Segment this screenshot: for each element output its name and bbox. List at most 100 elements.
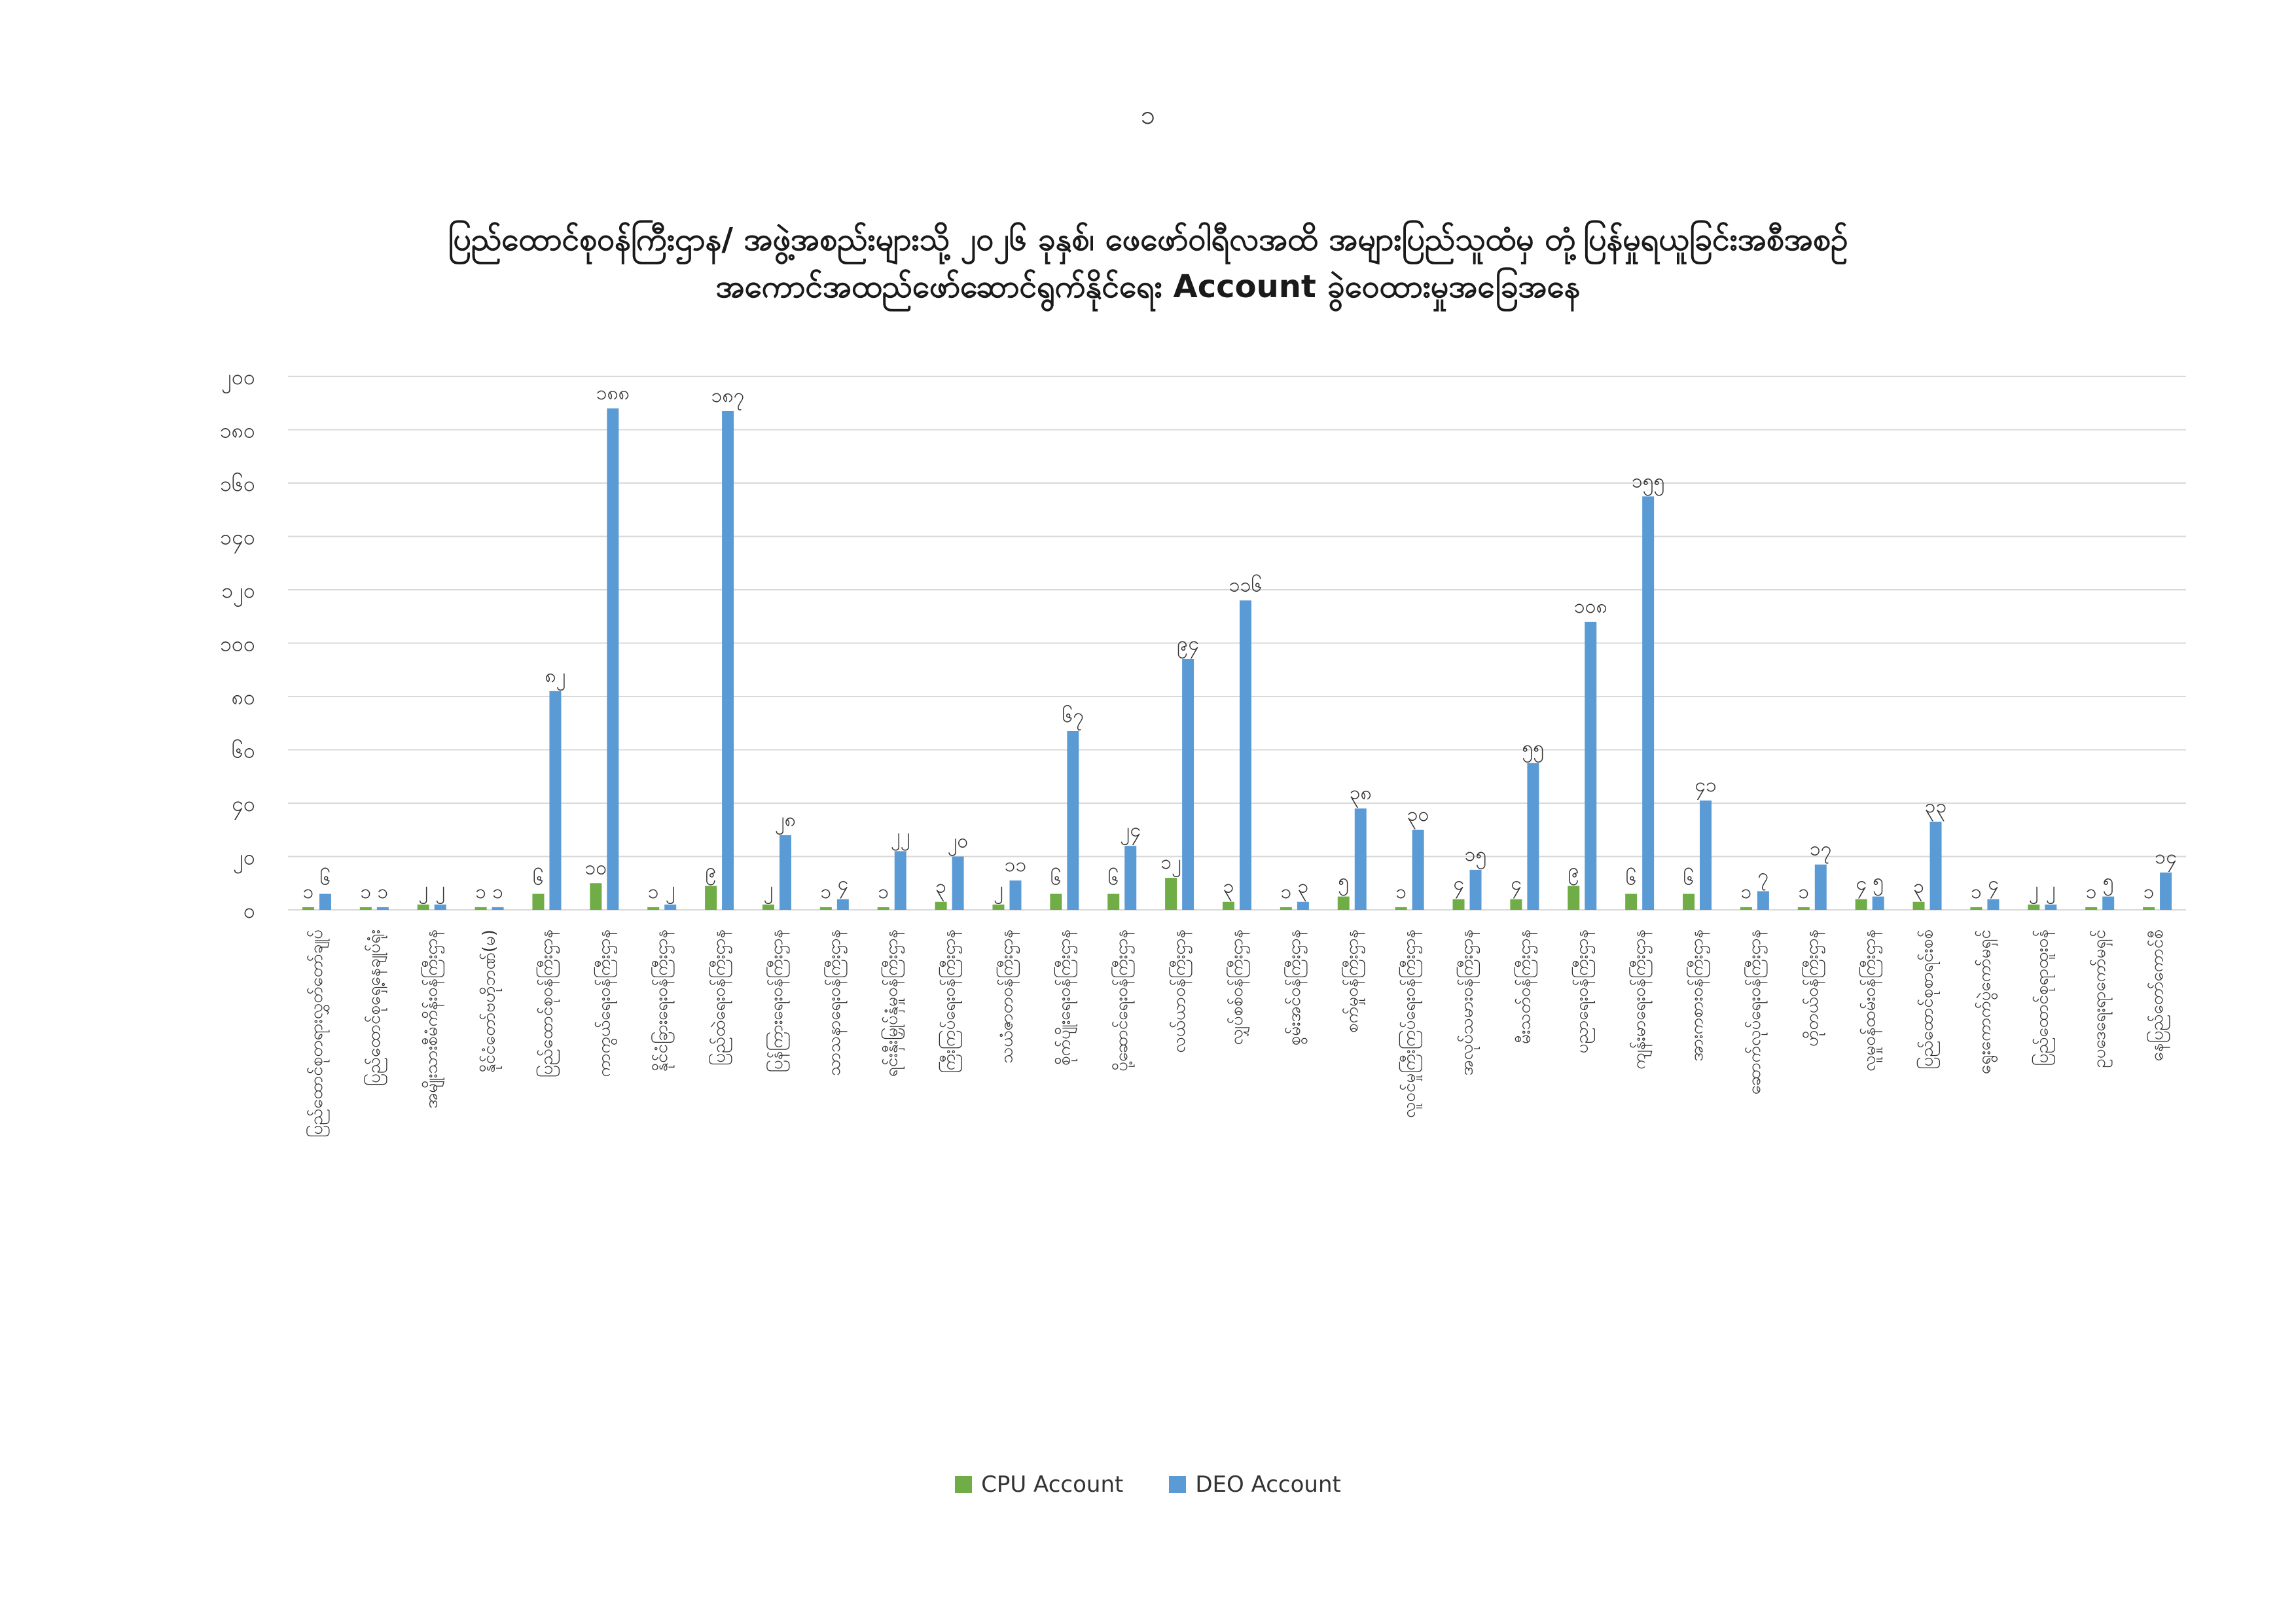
data-label-deo: ၄၁ xyxy=(1695,774,1717,801)
chart-legend: CPU Account DEO Account xyxy=(0,1471,2296,1498)
data-label-deo: ၁၀၈ xyxy=(1574,595,1607,618)
y-tick-label: ၂၀ xyxy=(233,845,255,874)
x-tick-label: ပြည်ထောင်စုတရားလွှတ်တော်ချုပ် xyxy=(305,929,330,1138)
data-label-deo: ၂၀ xyxy=(948,830,969,857)
data-label-deo: ၃၃ xyxy=(1925,795,1947,822)
data-label-deo: ၁၈၇ xyxy=(711,384,745,411)
data-label-deo: ၁၇ xyxy=(1810,838,1832,865)
data-label-cpu: ၁ xyxy=(303,880,314,903)
bar-cpu xyxy=(1050,893,1062,910)
bar-cpu xyxy=(1912,901,1925,910)
bar-cpu xyxy=(2085,907,2098,910)
bar-deo xyxy=(836,899,849,910)
data-label-cpu: ၄ xyxy=(1856,873,1867,899)
bar-cpu xyxy=(1568,886,1580,910)
bar-deo xyxy=(376,907,389,910)
data-label-deo: ၁၅ xyxy=(1465,843,1487,870)
bar-deo xyxy=(1412,829,1424,910)
bar-cpu xyxy=(1280,907,1292,910)
bar-deo xyxy=(1585,621,1597,910)
data-label-deo: ၈၂ xyxy=(545,664,566,691)
bar-cpu xyxy=(1337,896,1350,910)
x-tick-label: ဥပဒေရေးရာကော်မရှင် xyxy=(2089,929,2113,1068)
bar-deo xyxy=(549,691,562,910)
data-label-cpu: ၁ xyxy=(820,880,831,903)
bar-cpu xyxy=(2028,904,2040,910)
bar-deo xyxy=(1067,731,1079,910)
data-label-cpu: ၁၂ xyxy=(1160,851,1181,878)
data-label-deo: ၁၈၈ xyxy=(596,382,630,405)
data-label-cpu: ၄ xyxy=(1511,873,1522,899)
data-label-cpu: ၁ xyxy=(1395,880,1407,903)
x-axis-ticks: ပြည်ထောင်စုတရားလွှတ်တော်ချုပ် ပြည်ထောင်စု… xyxy=(305,929,2170,1138)
data-label-cpu: ၁ xyxy=(1280,880,1291,903)
bar-cpu xyxy=(2143,907,2155,910)
x-tick-label: ပြည်ထောင်စုစာရင်းစစ် xyxy=(1916,929,1941,1070)
data-label-cpu: ၂ xyxy=(764,878,774,905)
data-label-deo: ၁၁၆ xyxy=(1229,573,1263,596)
data-label-cpu: ၂ xyxy=(994,878,1003,905)
bar-cpu xyxy=(1625,893,1638,910)
bar-cpu xyxy=(705,886,717,910)
data-label-deo: ၆ xyxy=(320,867,331,890)
x-tick-label: ပြည်ထဲရေးဝန်ကြီးဌာန xyxy=(708,929,732,1066)
x-tick-label: ကျန်းမာရေးဝန်ကြီးဌာန xyxy=(1628,929,1653,1070)
bar-deo xyxy=(894,851,906,910)
y-tick-label: ၈၀ xyxy=(232,685,255,710)
data-label-cpu: ၁ xyxy=(475,880,486,903)
bar-deo xyxy=(434,904,446,910)
legend-label-deo: DEO Account xyxy=(1195,1471,1341,1498)
bar-cpu xyxy=(1452,899,1465,910)
bar-cpu xyxy=(1223,901,1234,910)
bar-cpu xyxy=(1740,907,1752,910)
bar-deo xyxy=(1182,659,1194,910)
x-tick-label: ရင်းနှီးမြှုပ်နှံမှုဝန်ကြီးဌာန xyxy=(880,929,905,1077)
x-tick-label: ကာကွယ်ရေးဝန်ကြီးဌာန xyxy=(592,929,617,1077)
y-tick-label: ၁၀၀ xyxy=(220,632,255,657)
legend-item-deo[interactable]: DEO Account xyxy=(1169,1471,1341,1498)
bar-deo xyxy=(607,408,619,910)
data-label-cpu: ၁၀ xyxy=(584,856,607,879)
legend-item-cpu[interactable]: CPU Account xyxy=(955,1471,1123,1498)
data-label-cpu: ၃ xyxy=(1223,875,1234,902)
bar-deo xyxy=(664,904,677,910)
data-label-deo: ၂ xyxy=(666,878,675,905)
data-label-deo: ၉၄ xyxy=(1177,632,1199,659)
x-tick-label: ဟိုတယ်ဝန်ကြီးဌာန xyxy=(1801,929,1825,1047)
gridlines xyxy=(288,376,2186,911)
bar-cpu xyxy=(819,907,832,910)
bar-deo xyxy=(319,893,331,910)
bar-cpu xyxy=(1510,899,1522,910)
y-tick-label: ၁၆၀ xyxy=(220,471,255,496)
data-label-deo: ၂၄ xyxy=(1120,819,1141,846)
data-label-cpu: ၁ xyxy=(360,880,371,903)
y-tick-label: ၄၀ xyxy=(232,791,255,820)
y-axis-ticks: ၀ ၂၀ ၄၀ ၆၀ ၈၀ ၁၀၀ ၁၂၀ ၁၄၀ ၁၆၀ ၁၈၀ ၂၀၀ xyxy=(220,365,255,923)
bar-deo xyxy=(779,835,791,910)
bar-deo xyxy=(1929,821,1942,910)
bar-deo xyxy=(722,410,734,910)
bar-deo xyxy=(1124,846,1137,910)
x-tick-label: အလုပ်သမားဝန်ကြီးဌာန xyxy=(1456,929,1480,1075)
data-label-cpu: ၁ xyxy=(1971,880,1982,903)
x-tick-label: အားကစားဝန်ကြီးဌာန xyxy=(1685,929,1710,1062)
bar-deo xyxy=(1354,808,1367,910)
data-label-cpu: ၂ xyxy=(418,878,428,905)
data-label-cpu: ၁ xyxy=(2144,880,2155,903)
data-label-deo: ၄ xyxy=(1988,873,1999,899)
data-label-deo: ၃၈ xyxy=(1350,782,1372,808)
x-tick-label: စိုက်ပျိုးရေးဝန်ကြီးဌာန xyxy=(1052,929,1077,1066)
data-label-deo: ၁၁ xyxy=(1005,854,1027,876)
data-label-deo: ၂၂ xyxy=(891,824,910,851)
bar-cpu xyxy=(1395,907,1407,910)
data-label-cpu: ၆ xyxy=(1626,867,1637,890)
y-tick-label: ၁၈၀ xyxy=(220,418,255,443)
chart-title: ပြည်ထောင်စုဝန်ကြီးဌာန/ အဖွဲ့အစည်းများသို… xyxy=(196,216,2100,310)
x-tick-label: နိုင်ငံခြားရေးဝန်ကြီးဌာန xyxy=(650,929,675,1072)
data-label-cpu: ၁ xyxy=(1740,880,1751,903)
bar-cpu xyxy=(992,904,1005,910)
y-tick-label: ၂၀၀ xyxy=(221,365,255,393)
data-label-cpu: ၁ xyxy=(878,880,889,903)
data-label-deo: ၁ xyxy=(377,880,388,903)
bar-cpu xyxy=(532,893,545,910)
